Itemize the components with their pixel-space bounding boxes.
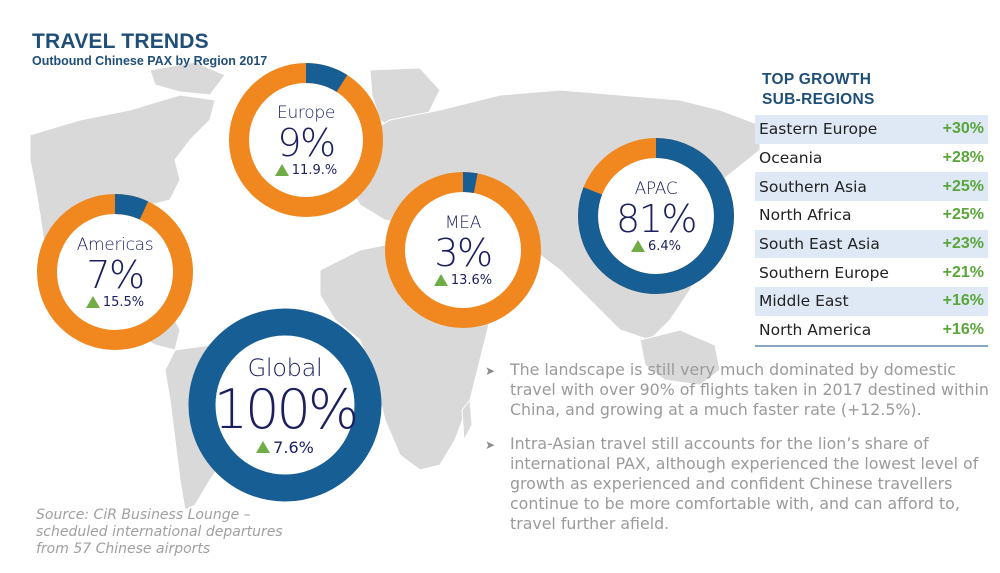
donut-value: 7% <box>86 252 145 297</box>
donut-value: 9% <box>277 120 336 165</box>
region-name: Southern Europe <box>759 263 889 282</box>
growth-value: +25% <box>942 206 984 224</box>
growth-value: +28% <box>942 149 984 167</box>
table-row: Oceania +28% <box>755 144 988 173</box>
bullet-text: The landscape is still very much dominat… <box>510 360 989 419</box>
donut-americas: Americas 7% 15.5% <box>37 194 193 350</box>
top-growth-title-line1: TOP GROWTH <box>762 71 872 88</box>
region-name: North America <box>759 321 872 340</box>
bullet-item: ➤ The landscape is still very much domin… <box>485 360 995 420</box>
donut-label: Europe <box>277 102 335 123</box>
donut-value: 81% <box>616 196 697 241</box>
donut-apac: APAC 81% 6.4% <box>578 138 734 294</box>
growth-value: 6.4% <box>647 238 682 254</box>
up-triangle-icon <box>274 164 289 176</box>
source-note: Source: CiR Business Lounge – scheduled … <box>36 507 283 557</box>
donut-label: MEA <box>444 212 482 233</box>
donut-growth: 11.9.% <box>274 162 338 178</box>
donut-label: APAC <box>634 178 678 199</box>
donut-growth: 6.4% <box>630 238 682 254</box>
donut-global: Global 100% 7.6% <box>188 308 382 502</box>
donut-europe: Europe 9% 11.9.% <box>229 63 383 217</box>
growth-value: +16% <box>942 321 984 339</box>
growth-value: 13.6% <box>450 272 493 288</box>
region-name: Southern Asia <box>759 177 867 196</box>
growth-value: +21% <box>942 263 984 281</box>
table-row: Middle East +16% <box>755 287 988 316</box>
region-name: South East Asia <box>759 235 880 254</box>
donut-value: 100% <box>213 377 359 441</box>
up-triangle-icon <box>85 296 100 308</box>
top-growth-title: TOP GROWTH SUB-REGIONS <box>762 70 875 110</box>
table-row: Eastern Europe +30% <box>755 115 988 144</box>
table-row: Southern Asia +25% <box>755 172 988 202</box>
page-subtitle: Outbound Chinese PAX by Region 2017 <box>32 54 268 68</box>
donut-growth: 15.5% <box>85 294 145 310</box>
table-row: South East Asia +23% <box>755 229 988 259</box>
growth-value: 7.6% <box>273 437 314 457</box>
growth-value: 11.9.% <box>291 162 338 178</box>
growth-value: +16% <box>942 292 984 310</box>
donut-ring <box>229 63 383 217</box>
commentary-bullets: ➤ The landscape is still very much domin… <box>485 360 995 548</box>
top-growth-title-line2: SUB-REGIONS <box>762 91 875 108</box>
arrow-bullet-icon: ➤ <box>485 438 496 452</box>
growth-value: +25% <box>942 177 984 195</box>
donut-growth: 13.6% <box>433 272 493 288</box>
region-name: Eastern Europe <box>759 120 878 139</box>
donut-ring <box>385 172 541 328</box>
table-row: North America +16% <box>755 316 988 345</box>
growth-value: +30% <box>942 120 984 138</box>
up-triangle-icon <box>630 240 645 252</box>
donut-label: Americas <box>76 234 154 255</box>
table-row: North Africa +25% <box>755 201 988 230</box>
arrow-bullet-icon: ➤ <box>485 364 496 378</box>
up-triangle-icon <box>256 441 271 453</box>
donut-mea: MEA 3% 13.6% <box>385 172 541 328</box>
donut-value: 3% <box>434 230 493 275</box>
donut-growth: 7.6% <box>256 438 314 457</box>
donut-ring <box>37 194 193 350</box>
up-triangle-icon <box>433 274 448 286</box>
donut-label: Global <box>247 353 323 382</box>
region-name: Middle East <box>759 292 849 311</box>
table-row: Southern Europe +21% <box>755 258 988 287</box>
donut-ring <box>188 308 382 502</box>
growth-value: 15.5% <box>102 294 145 310</box>
top-growth-table: Eastern Europe +30% Oceania +28% Southern … <box>755 115 988 347</box>
region-name: North Africa <box>759 206 852 225</box>
page-title: TRAVEL TRENDS <box>32 30 209 53</box>
bullet-text: Intra-Asian travel still accounts for th… <box>510 434 979 533</box>
donut-ring <box>578 138 734 294</box>
region-name: Oceania <box>759 149 823 168</box>
bullet-item: ➤ Intra-Asian travel still accounts for … <box>485 434 995 534</box>
growth-value: +23% <box>942 235 984 253</box>
